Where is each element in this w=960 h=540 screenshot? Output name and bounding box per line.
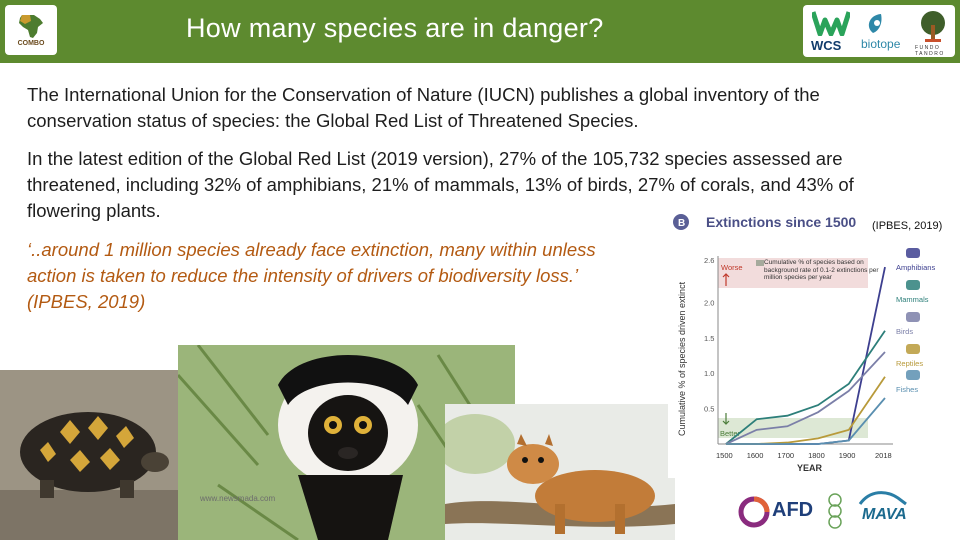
chart-xlabel: YEAR [797, 463, 823, 473]
x-tick-label: 2018 [875, 451, 892, 460]
panel-label: B [678, 218, 685, 229]
mammals-silhouette-icon [906, 280, 920, 290]
better-zone [718, 418, 868, 438]
ffem-emblem-icon [828, 493, 842, 529]
wcs-logo: WCS [809, 10, 853, 54]
fundo-tandro-logo: FUNDO TANDRO [915, 9, 951, 57]
africa-map-icon [19, 15, 43, 38]
partner-logos: WCS biotope FUNDO TANDRO [803, 5, 955, 57]
tree-icon [921, 11, 945, 42]
x-tick-label: 1900 [839, 451, 856, 460]
background-rate-note: Cumulative % of species based on backgro… [764, 259, 879, 281]
chart-citation: (IPBES, 2019) [872, 220, 943, 232]
fundo-tandro-text: FUNDO TANDRO [915, 45, 945, 57]
x-tick-label: 1700 [777, 451, 794, 460]
radiated-tortoise-photo [0, 370, 180, 540]
fossa-photo [445, 404, 675, 540]
afd-logo-text: AFD [772, 499, 814, 521]
chart-title: Extinctions since 1500 [706, 214, 856, 230]
series-line-mammals [725, 330, 886, 445]
fishes-silhouette-icon [906, 370, 920, 380]
background-rate-swatch [756, 260, 764, 266]
mava-logo-text: MAVA [862, 506, 907, 523]
reptiles-silhouette-icon [906, 344, 920, 354]
y-tick-label: 0.5 [704, 405, 714, 414]
legend-label-reptiles: Reptiles [896, 359, 923, 368]
panel-label-badge [673, 214, 689, 230]
legend-label-mammals: Mammals [896, 295, 929, 304]
combo-logo-text: COMBO [17, 40, 45, 47]
better-arrow-icon [722, 413, 730, 425]
extinctions-chart-svg: B Extinctions since 1500 Cumulative % of… [673, 214, 935, 473]
birds-silhouette-icon [906, 312, 920, 322]
y-tick-label: 1.5 [704, 334, 714, 343]
worse-label: Worse [721, 263, 743, 272]
x-tick-label: 1800 [808, 451, 825, 460]
amphibians-silhouette-icon [906, 248, 920, 258]
x-tick-label: 1600 [747, 451, 764, 460]
funder-logos: AFD MAVA [730, 486, 930, 536]
extinctions-chart: B Extinctions since 1500 Cumulative % of… [668, 208, 948, 478]
legend-label-birds: Birds [896, 327, 913, 336]
combo-logo: COMBO [5, 5, 57, 55]
legend-label-fishes: Fishes [896, 385, 918, 394]
afd-ring-icon [738, 496, 770, 528]
biotope-logo: biotope [861, 11, 911, 55]
better-label: Better [720, 429, 741, 438]
series-line-fishes [726, 397, 886, 445]
worse-zone [718, 258, 868, 288]
wcs-w-icon [812, 11, 850, 36]
lemur-watermark: www.newsmada.com [199, 494, 275, 503]
mava-wave-icon [858, 491, 907, 506]
page-title: How many species are in danger? [186, 13, 604, 43]
biotope-logo-text: biotope [861, 37, 901, 51]
worse-arrow-icon [722, 273, 730, 286]
y-tick-label: 2.6 [704, 256, 714, 265]
y-tick-label: 2.0 [704, 298, 714, 307]
biotope-leaf-icon [868, 14, 882, 33]
x-tick-label: 1500 [716, 451, 733, 460]
chart-ylabel: Cumulative % of species driven extinct [677, 281, 687, 436]
header-bar: COMBO How many species are in danger? WC… [0, 0, 960, 63]
legend-label-amphibians: Amphibians [896, 263, 935, 272]
red-list-paragraph: In the latest edition of the Global Red … [27, 148, 854, 221]
iucn-paragraph: The International Union for the Conserva… [27, 84, 820, 131]
y-tick-label: 1.0 [704, 369, 714, 378]
wcs-logo-text: WCS [811, 38, 842, 53]
series-line-birds [725, 351, 886, 445]
ipbes-quote: ‘..around 1 million species already face… [27, 239, 596, 312]
